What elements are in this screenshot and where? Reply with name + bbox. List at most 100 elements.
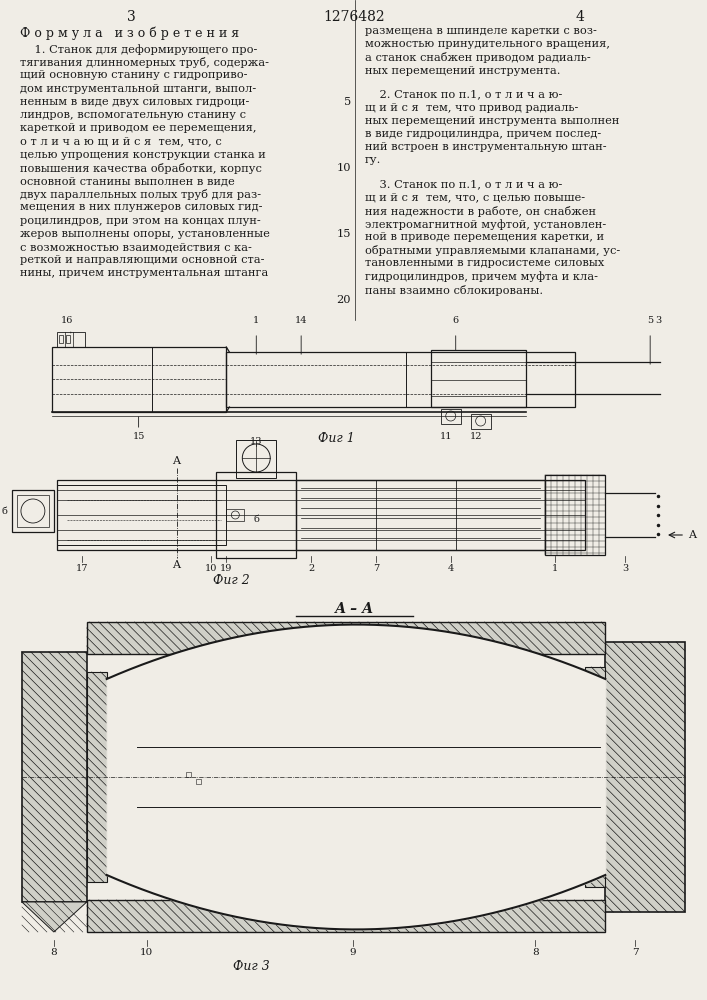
Text: 19: 19 xyxy=(220,564,233,573)
Text: 3: 3 xyxy=(655,316,661,325)
Text: тягивания длинномерных труб, содержа-: тягивания длинномерных труб, содержа- xyxy=(20,57,269,68)
Text: 1276482: 1276482 xyxy=(323,10,385,24)
Text: ной в приводе перемещения каретки, и: ной в приводе перемещения каретки, и xyxy=(365,232,604,242)
Text: ных перемещений инструмента.: ных перемещений инструмента. xyxy=(365,66,561,76)
Text: с возможностью взаимодействия с ка-: с возможностью взаимодействия с ка- xyxy=(20,242,252,252)
Bar xyxy=(296,480,546,550)
Text: 17: 17 xyxy=(76,564,88,573)
Text: 5: 5 xyxy=(344,97,351,107)
Text: 8: 8 xyxy=(50,948,57,957)
Bar xyxy=(52,347,226,412)
Text: целью упрощения конструкции станка и: целью упрощения конструкции станка и xyxy=(20,150,266,160)
Text: гу.: гу. xyxy=(365,155,381,165)
Text: 4: 4 xyxy=(448,564,454,573)
Bar xyxy=(17,495,49,527)
Text: ния надежности в работе, он снабжен: ния надежности в работе, он снабжен xyxy=(365,206,596,217)
Text: б: б xyxy=(1,506,7,516)
Text: тановленными в гидросистеме силовых: тановленными в гидросистеме силовых xyxy=(365,258,604,268)
Text: 15: 15 xyxy=(132,432,145,441)
Text: 8: 8 xyxy=(532,948,539,957)
Text: 1. Станок для деформирующего про-: 1. Станок для деформирующего про- xyxy=(20,44,257,55)
Text: щий основную станину с гидроприво-: щий основную станину с гидроприво- xyxy=(20,70,247,80)
Text: о т л и ч а ю щ и й с я  тем, что, с: о т л и ч а ю щ и й с я тем, что, с xyxy=(20,136,222,146)
Text: 2: 2 xyxy=(308,564,314,573)
Text: обратными управляемыми клапанами, ус-: обратными управляемыми клапанами, ус- xyxy=(365,245,620,256)
Text: 1: 1 xyxy=(253,316,259,325)
Bar xyxy=(197,779,201,784)
Text: 4: 4 xyxy=(576,10,585,24)
Text: гидроцилиндров, причем муфта и кла-: гидроцилиндров, причем муфта и кла- xyxy=(365,272,598,282)
Text: 5: 5 xyxy=(647,316,653,325)
Text: двух параллельных полых труб для раз-: двух параллельных полых труб для раз- xyxy=(20,189,261,200)
Text: основной станины выполнен в виде: основной станины выполнен в виде xyxy=(20,176,235,186)
Text: A: A xyxy=(173,456,180,466)
Text: 3: 3 xyxy=(127,10,136,24)
Bar xyxy=(226,509,245,521)
Text: 7: 7 xyxy=(373,564,379,573)
Text: 11: 11 xyxy=(440,432,452,441)
Text: Фиг 3: Фиг 3 xyxy=(233,960,269,973)
Bar xyxy=(57,480,585,550)
Text: можностью принудительного вращения,: можностью принудительного вращения, xyxy=(365,39,610,49)
Text: 15: 15 xyxy=(337,229,351,239)
Text: щ и й с я  тем, что привод радиаль-: щ и й с я тем, что привод радиаль- xyxy=(365,103,578,113)
Bar xyxy=(57,485,226,545)
Bar xyxy=(22,652,87,902)
Text: а станок снабжен приводом радиаль-: а станок снабжен приводом радиаль- xyxy=(365,52,591,63)
Text: 10: 10 xyxy=(205,564,218,573)
Text: б: б xyxy=(253,516,259,524)
Bar xyxy=(605,642,685,912)
Text: А – А: А – А xyxy=(334,602,373,616)
Text: 13: 13 xyxy=(250,437,262,446)
Bar xyxy=(87,672,107,882)
Text: ний встроен в инструментальную штан-: ний встроен в инструментальную штан- xyxy=(365,142,607,152)
Text: 12: 12 xyxy=(469,432,482,441)
Text: паны взаимно сблокированы.: паны взаимно сблокированы. xyxy=(365,285,543,296)
Text: 14: 14 xyxy=(295,316,308,325)
Text: мещения в них плунжеров силовых гид-: мещения в них плунжеров силовых гид- xyxy=(20,202,262,212)
Text: 2. Станок по п.1, о т л и ч а ю-: 2. Станок по п.1, о т л и ч а ю- xyxy=(365,89,562,99)
Text: размещена в шпинделе каретки с воз-: размещена в шпинделе каретки с воз- xyxy=(365,26,597,36)
Bar xyxy=(59,335,63,343)
Text: кареткой и приводом ее перемещения,: кареткой и приводом ее перемещения, xyxy=(20,123,257,133)
Bar xyxy=(87,900,605,932)
Text: щ и й с я  тем, что, с целью повыше-: щ и й с я тем, что, с целью повыше- xyxy=(365,192,585,202)
Text: реткой и направляющими основной ста-: реткой и направляющими основной ста- xyxy=(20,255,264,265)
Text: 16: 16 xyxy=(61,316,73,325)
Text: 3. Станок по п.1, о т л и ч а ю-: 3. Станок по п.1, о т л и ч а ю- xyxy=(365,179,562,189)
Bar xyxy=(187,772,192,777)
Text: 10: 10 xyxy=(140,948,153,957)
Polygon shape xyxy=(22,902,87,932)
Text: дом инструментальной штанги, выпол-: дом инструментальной штанги, выпол- xyxy=(20,84,256,94)
Text: A: A xyxy=(173,560,180,570)
Text: ненным в виде двух силовых гидроци-: ненным в виде двух силовых гидроци- xyxy=(20,97,250,107)
Bar xyxy=(87,622,605,654)
Text: 20: 20 xyxy=(337,295,351,305)
Bar xyxy=(236,440,276,478)
Text: Ф о р м у л а   и з о б р е т е н и я: Ф о р м у л а и з о б р е т е н и я xyxy=(20,26,239,39)
Text: нины, причем инструментальная штанга: нины, причем инструментальная штанга xyxy=(20,268,268,278)
Bar xyxy=(585,667,605,887)
Bar xyxy=(440,409,461,424)
Bar xyxy=(66,335,70,343)
Bar xyxy=(471,414,491,429)
Bar xyxy=(226,352,575,407)
Text: 3: 3 xyxy=(622,564,629,573)
Bar xyxy=(12,490,54,532)
Text: 6: 6 xyxy=(452,316,459,325)
Bar xyxy=(216,472,296,558)
Text: роцилиндров, при этом на концах плун-: роцилиндров, при этом на концах плун- xyxy=(20,216,261,226)
Text: жеров выполнены опоры, установленные: жеров выполнены опоры, установленные xyxy=(20,229,270,239)
Text: 10: 10 xyxy=(337,163,351,173)
Text: электромагнитной муфтой, установлен-: электромагнитной муфтой, установлен- xyxy=(365,219,606,230)
Text: Фиг 1: Фиг 1 xyxy=(317,432,354,445)
Bar xyxy=(57,332,85,347)
Text: ных перемещений инструмента выполнен: ных перемещений инструмента выполнен xyxy=(365,116,619,126)
Text: A: A xyxy=(688,530,696,540)
Bar xyxy=(546,475,605,555)
Text: повышения качества обработки, корпус: повышения качества обработки, корпус xyxy=(20,163,262,174)
Text: 1: 1 xyxy=(552,564,559,573)
Text: 9: 9 xyxy=(350,948,356,957)
Text: 7: 7 xyxy=(632,948,638,957)
Bar xyxy=(431,350,525,407)
